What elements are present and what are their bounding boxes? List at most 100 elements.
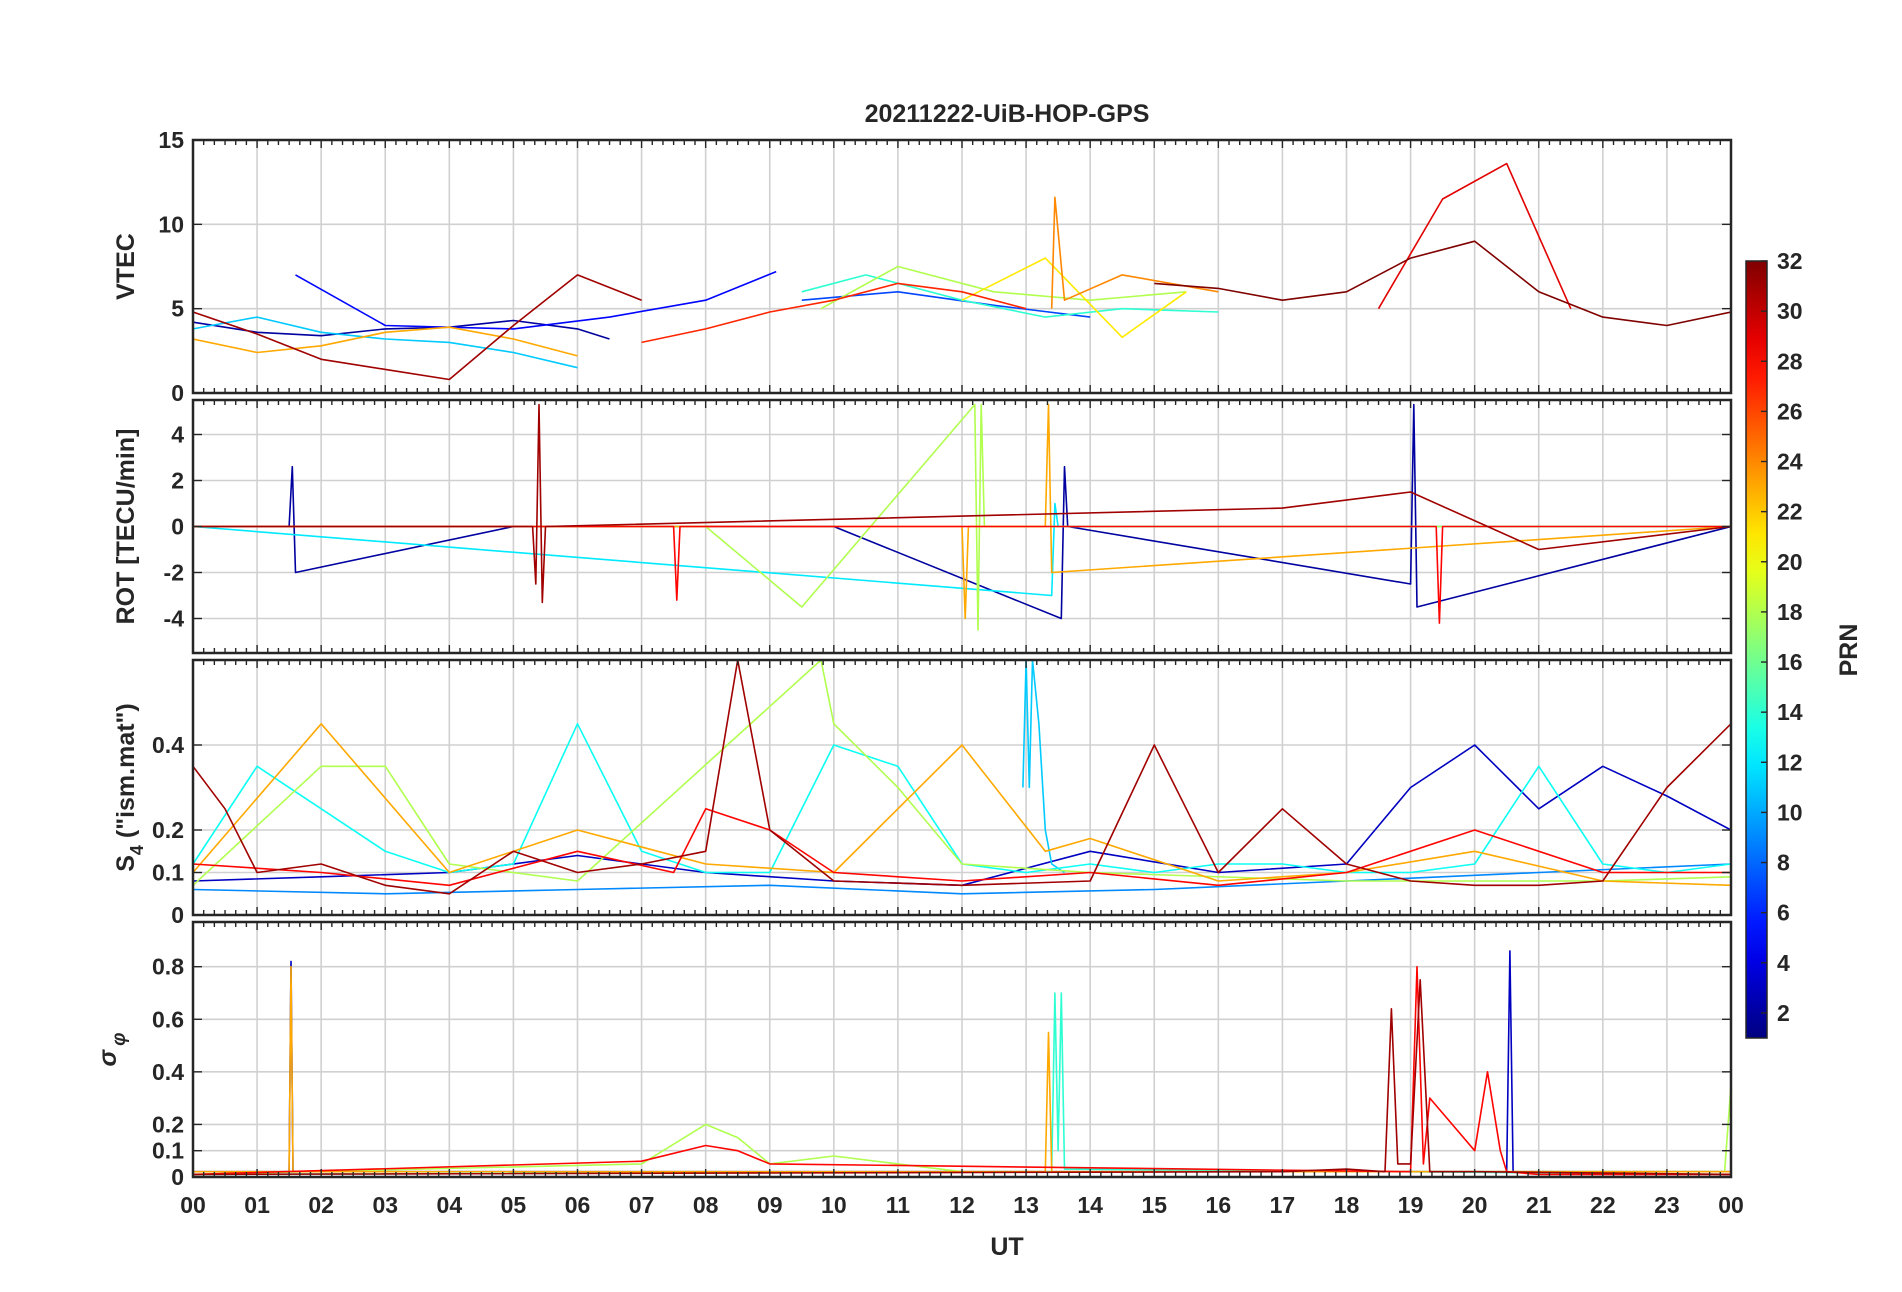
x-tick-label: 19 [1398, 1192, 1424, 1218]
y-tick-label: 10 [158, 211, 184, 237]
colorbar-tick-label: 30 [1777, 298, 1803, 324]
x-tick-label: 02 [308, 1192, 334, 1218]
colorbar-tick-label: 28 [1777, 348, 1803, 374]
y-tick-label: 0.1 [152, 860, 184, 886]
colorbar-gradient [1745, 260, 1768, 1039]
colorbar-tick-label: 2 [1777, 1000, 1790, 1026]
y-tick-label: 0 [171, 1164, 184, 1190]
x-tick-label: 20 [1462, 1192, 1488, 1218]
series-group [193, 162, 1731, 381]
series-line-prn-23 [193, 722, 1731, 887]
series-line-prn-32 [1154, 240, 1731, 327]
y-axis-label-s4: S4 ("ism.mat") [112, 703, 147, 872]
colorbar-tick-label: 8 [1777, 850, 1790, 876]
x-tick-label: 17 [1270, 1192, 1296, 1218]
colorbar-tick-label: 32 [1777, 248, 1803, 274]
panel-sigma_phi: 00.10.2 0.4 0.6 0.8 σφ [94, 920, 1733, 1190]
x-tick-label: 06 [565, 1192, 591, 1218]
series-group [193, 660, 1731, 895]
panel-vtec: 0 5 10 15 VTEC [112, 127, 1733, 406]
y-tick-label: 2 [171, 468, 184, 494]
y-axis-label-rot: ROT [TECU/min] [112, 429, 140, 625]
y-tick-label: 0.1 [152, 1138, 184, 1164]
y-axis-label-sigma_phi: σφ [94, 1033, 130, 1067]
axis-frame [191, 658, 1733, 917]
series-line-prn-14 [801, 274, 1219, 318]
series-line-prn-24 [1050, 196, 1219, 309]
series-line-prn-31 [193, 978, 1731, 1176]
colorbar-tick-label: 12 [1777, 749, 1803, 775]
y-axis-label-vtec: VTEC [112, 233, 140, 300]
series-line-prn-11 [193, 316, 578, 369]
x-tick-label: 15 [1141, 1192, 1167, 1218]
y-tick-label: 0 [171, 514, 184, 540]
colorbar-label: PRN [1835, 624, 1863, 677]
colorbar-tick-label: 14 [1777, 699, 1803, 725]
y-tick-label: 0.2 [152, 1111, 184, 1137]
y-tick-label: 0.2 [152, 817, 184, 843]
series-line-prn-31 [193, 660, 1731, 895]
series-group [193, 403, 1731, 631]
x-tick-label: 16 [1206, 1192, 1232, 1218]
axis-frame [191, 920, 1733, 1179]
series-line-prn-28 [193, 807, 1731, 887]
series-line-prn-31 [193, 274, 642, 381]
x-axis-label: UT [990, 1233, 1023, 1261]
series-line-prn-2 [193, 319, 610, 340]
panel-s4: 0 0.1 0.2 0.4S4 ("ism.mat") [112, 658, 1733, 928]
figure-title: 20211222-UiB-HOP-GPS [865, 100, 1150, 128]
y-tick-label: 0.4 [152, 732, 184, 758]
x-tick-label: 21 [1526, 1192, 1552, 1218]
x-tick-label: 14 [1077, 1192, 1103, 1218]
x-tick-label: 10 [821, 1192, 847, 1218]
series-line-prn-9 [193, 863, 1731, 895]
y-tick-label: 0 [171, 902, 184, 928]
colorbar-tick-label: 22 [1777, 499, 1803, 525]
x-tick-label: 07 [629, 1192, 655, 1218]
x-tick-label: 05 [501, 1192, 527, 1218]
series-line-prn-18 [193, 403, 1731, 631]
colorbar-tick-label: 20 [1777, 549, 1803, 575]
series-line-prn-23 [193, 965, 1731, 1173]
series-line-prn-2 [193, 403, 1731, 620]
x-tick-label: 11 [886, 1192, 911, 1218]
x-tick-label: 04 [437, 1192, 463, 1218]
x-tick-label: 00 [1718, 1192, 1744, 1218]
series-line-prn-21 [961, 257, 1187, 339]
series-line-prn-18 [193, 660, 1731, 886]
axis-frame [191, 398, 1733, 655]
x-tick-label: 23 [1654, 1192, 1680, 1218]
x-tick-label: 09 [757, 1192, 783, 1218]
y-tick-label: 0.8 [152, 954, 184, 980]
colorbar-tick-label: 4 [1777, 950, 1790, 976]
series-line-prn-27 [641, 282, 1027, 344]
x-tick-label: 13 [1013, 1192, 1039, 1218]
series-line-prn-11 [1022, 660, 1065, 874]
panel-rot: -4 -2 0 2 4 ROT [TECU/min] [112, 398, 1733, 655]
y-tick-label: 15 [158, 127, 184, 153]
series-line-prn-31 [193, 403, 1731, 604]
axis-frame [191, 138, 1733, 395]
y-tick-label: 4 [171, 422, 184, 448]
x-tick-label: 00 [180, 1192, 206, 1218]
x-tick-label: 01 [244, 1192, 270, 1218]
series-line-prn-18 [820, 265, 1187, 310]
x-tick-label: 18 [1334, 1192, 1360, 1218]
colorbar-tick-label: 18 [1777, 599, 1803, 625]
series-group [193, 950, 1731, 1176]
y-tick-label: 5 [171, 296, 184, 322]
series-line-prn-28 [193, 525, 1731, 624]
x-tick-label: 03 [372, 1192, 398, 1218]
colorbar-tick-label: 24 [1777, 449, 1803, 475]
series-line-prn-28 [193, 965, 1731, 1176]
series-line-prn-23 [193, 326, 578, 357]
x-tick-label: 22 [1590, 1192, 1616, 1218]
y-tick-label: 0 [171, 380, 184, 406]
x-tick-label: 12 [949, 1192, 975, 1218]
x-axis: 00 01 02 03 04 05 06 07 08 09 10 11 12 13 14 15 16 17 18 19… [180, 1192, 1744, 1218]
series-line-prn-29 [1377, 162, 1572, 310]
